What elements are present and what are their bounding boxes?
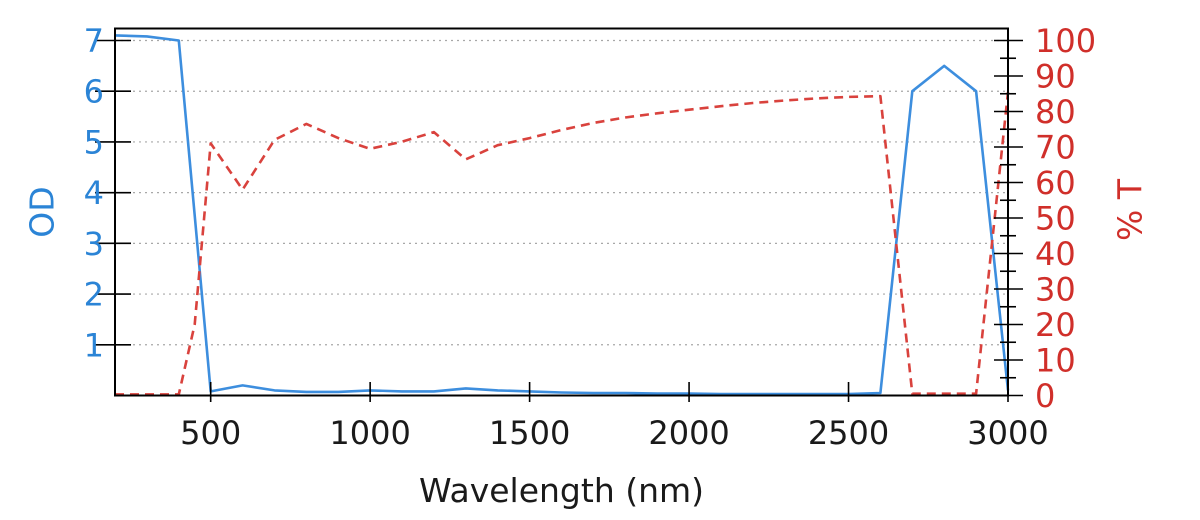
left-axis-tick-labels: 1 2 3 4 5 6 7 bbox=[84, 22, 104, 364]
x-tick-label: 2000 bbox=[648, 414, 729, 452]
x-axis-title: Wavelength (nm) bbox=[419, 471, 704, 510]
right-tick-label: 30 bbox=[1035, 271, 1076, 309]
left-tick-label: 6 bbox=[84, 73, 104, 111]
left-tick-label: 4 bbox=[84, 174, 104, 212]
right-tick-label: 100 bbox=[1035, 22, 1096, 60]
x-tick-label: 3000 bbox=[967, 414, 1048, 452]
right-tick-label: 80 bbox=[1035, 93, 1076, 131]
right-axis-ticks bbox=[994, 39, 1023, 397]
right-tick-label: 60 bbox=[1035, 164, 1076, 202]
gridlines bbox=[115, 39, 1008, 346]
right-tick-label: 0 bbox=[1035, 377, 1055, 415]
left-axis-ticks bbox=[95, 39, 131, 346]
left-tick-label: 2 bbox=[84, 276, 104, 314]
x-axis-ticks bbox=[209, 382, 1009, 402]
plot-frame bbox=[114, 27, 1009, 397]
right-tick-label: 20 bbox=[1035, 306, 1076, 344]
left-tick-label: 5 bbox=[84, 123, 104, 161]
od-series-line bbox=[114, 34, 1010, 396]
left-axis-title: OD bbox=[23, 186, 62, 237]
left-tick-label: 7 bbox=[84, 22, 104, 60]
data-series bbox=[114, 34, 1010, 396]
left-tick-label: 3 bbox=[84, 225, 104, 263]
right-tick-label: 10 bbox=[1035, 342, 1076, 380]
x-tick-label: 1000 bbox=[329, 414, 410, 452]
right-tick-label: 40 bbox=[1035, 235, 1076, 273]
right-tick-label: 50 bbox=[1035, 200, 1076, 238]
x-tick-label: 1500 bbox=[489, 414, 570, 452]
left-tick-label: 1 bbox=[84, 326, 104, 364]
right-tick-label: 70 bbox=[1035, 129, 1076, 167]
x-tick-label: 500 bbox=[180, 414, 241, 452]
right-tick-label: 90 bbox=[1035, 58, 1076, 96]
right-axis-title: % T bbox=[1111, 178, 1150, 241]
x-axis-tick-labels: 500 1000 1500 2000 2500 3000 bbox=[180, 414, 1049, 452]
x-tick-label: 2500 bbox=[808, 414, 889, 452]
transmission-series-line bbox=[115, 91, 1010, 396]
